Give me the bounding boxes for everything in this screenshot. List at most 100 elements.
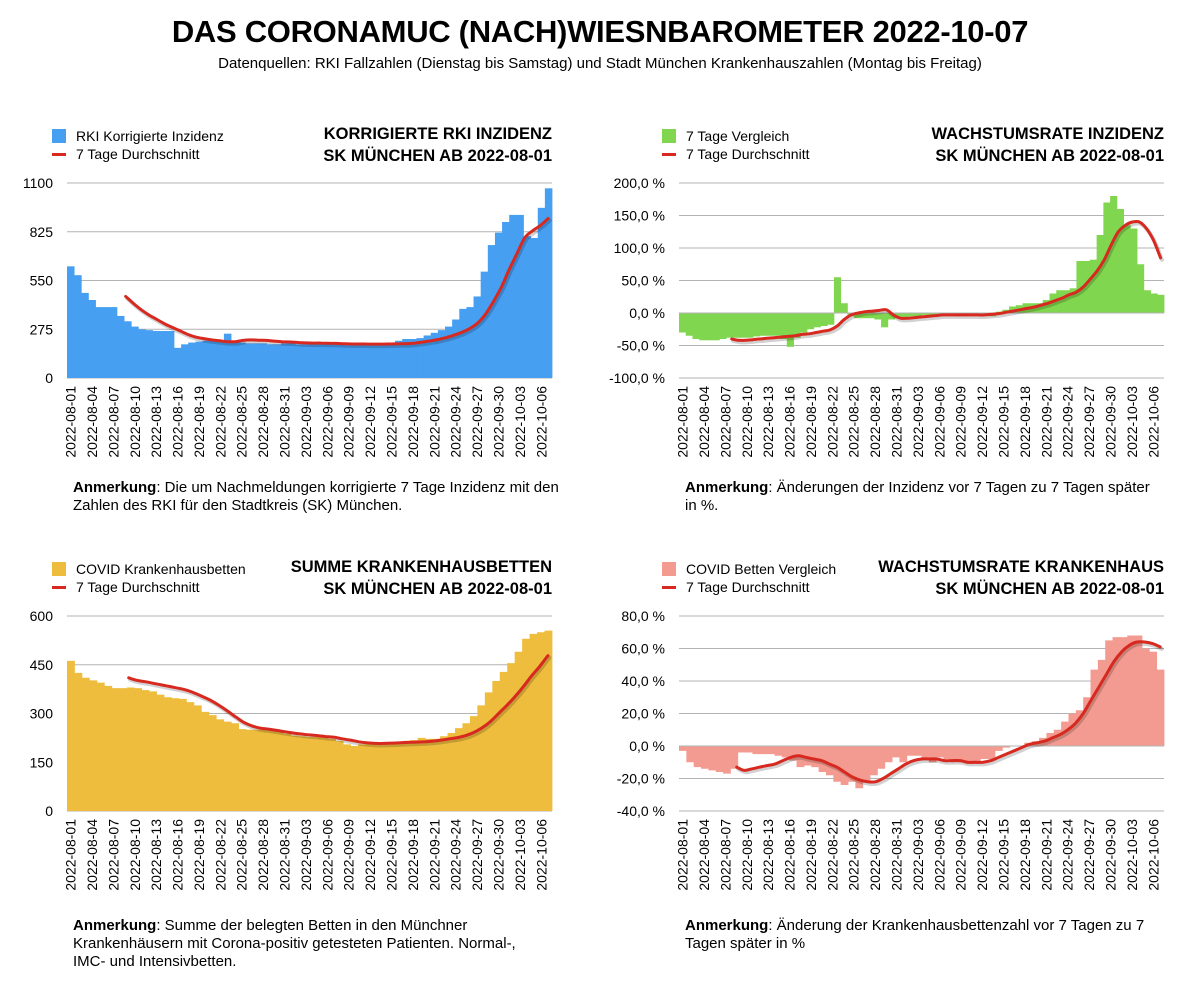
x-tick-label: 2022-08-31 bbox=[277, 819, 293, 891]
bar bbox=[253, 729, 262, 811]
bar bbox=[719, 313, 727, 339]
bar bbox=[1110, 196, 1118, 313]
bar bbox=[1083, 697, 1091, 746]
bar bbox=[701, 746, 709, 769]
x-tick-label: 2022-08-10 bbox=[739, 819, 755, 891]
x-tick-label: 2022-08-31 bbox=[889, 386, 905, 458]
bar bbox=[487, 245, 496, 378]
x-tick-label: 2022-10-06 bbox=[533, 819, 549, 891]
bar bbox=[425, 738, 434, 811]
bar bbox=[81, 677, 90, 811]
x-tick-label: 2022-09-27 bbox=[469, 386, 485, 458]
bar bbox=[365, 743, 374, 811]
bar bbox=[994, 746, 1003, 751]
bar bbox=[887, 313, 895, 320]
x-tick-label: 2022-09-30 bbox=[491, 386, 507, 458]
chart-note: Anmerkung: Änderung der Krankenhausbette… bbox=[685, 917, 1165, 953]
bar bbox=[774, 746, 783, 756]
y-tick-label: 825 bbox=[30, 224, 54, 240]
bar bbox=[737, 746, 746, 753]
y-tick-label: -20,0 % bbox=[617, 771, 665, 787]
bar bbox=[372, 742, 381, 811]
bar bbox=[507, 663, 516, 812]
note-text: : Summe der belegten Betten in den Münch… bbox=[73, 917, 516, 970]
y-tick-label: 1100 bbox=[23, 175, 53, 191]
chart-note: Anmerkung: Summe der belegten Betten in … bbox=[73, 917, 523, 971]
bar bbox=[1134, 635, 1143, 746]
legend: COVID Krankenhausbetten 7 Tage Durchschn… bbox=[52, 560, 246, 596]
x-tick-label: 2022-08-13 bbox=[148, 819, 164, 891]
bar bbox=[679, 746, 687, 751]
bar bbox=[502, 222, 510, 378]
x-tick-label: 2022-08-07 bbox=[717, 386, 733, 458]
bar bbox=[275, 730, 284, 811]
bar bbox=[455, 728, 463, 812]
x-tick-label: 2022-08-04 bbox=[84, 386, 100, 458]
y-tick-label: 200,0 % bbox=[614, 175, 665, 191]
bar bbox=[739, 313, 747, 338]
y-tick-label: 0,0 % bbox=[629, 738, 665, 754]
x-tick-label: 2022-09-27 bbox=[1081, 386, 1097, 458]
bar bbox=[870, 746, 878, 776]
bar bbox=[1103, 202, 1111, 313]
x-tick-label: 2022-10-06 bbox=[1145, 386, 1161, 458]
x-tick-label: 2022-09-12 bbox=[974, 386, 990, 458]
bar bbox=[223, 721, 232, 812]
bar bbox=[387, 742, 396, 811]
x-tick-label: 2022-09-21 bbox=[426, 386, 442, 458]
bar bbox=[473, 296, 482, 378]
legend-bar-swatch bbox=[662, 129, 676, 143]
bar bbox=[338, 344, 346, 378]
bar bbox=[848, 746, 856, 782]
bar bbox=[430, 332, 439, 378]
y-tick-label: 50,0 % bbox=[621, 273, 665, 289]
chart-panel-rki-inzidenz: RKI Korrigierte Inzidenz 7 Tage Durchsch… bbox=[0, 115, 600, 545]
bar bbox=[811, 746, 820, 768]
bar bbox=[921, 746, 930, 759]
bar bbox=[1157, 294, 1165, 313]
bar bbox=[116, 315, 125, 378]
x-tick-label: 2022-09-15 bbox=[384, 386, 400, 458]
x-tick-label: 2022-09-24 bbox=[1060, 819, 1076, 891]
bar bbox=[238, 342, 246, 378]
x-tick-label: 2022-09-30 bbox=[1103, 819, 1119, 891]
x-tick-label: 2022-09-24 bbox=[448, 819, 464, 891]
bar bbox=[119, 688, 128, 811]
bar bbox=[1105, 640, 1113, 747]
bar bbox=[950, 746, 959, 763]
bar bbox=[452, 319, 460, 378]
chart-note: Anmerkung: Änderungen der Inzidenz vor 7… bbox=[685, 479, 1165, 515]
bar bbox=[302, 344, 310, 378]
chart-wachstumsrate-inzidenz: -100,0 % -50,0 % 0,0 % 50,0 % 100,0 % 150,0 %… bbox=[609, 175, 1165, 458]
bar bbox=[509, 214, 517, 378]
bar bbox=[980, 746, 989, 759]
x-tick-label: 2022-08-22 bbox=[824, 386, 840, 458]
bar bbox=[290, 735, 299, 811]
series-line-shadow bbox=[736, 641, 1164, 787]
x-tick-label: 2022-08-13 bbox=[760, 819, 776, 891]
legend-line-swatch bbox=[662, 585, 676, 589]
legend-line-label: 7 Tage Durchschnitt bbox=[686, 579, 810, 595]
bar bbox=[877, 746, 886, 769]
bar bbox=[892, 746, 900, 758]
bar bbox=[781, 746, 790, 758]
x-tick-label: 2022-09-18 bbox=[405, 386, 421, 458]
x-tick-label: 2022-08-19 bbox=[191, 819, 207, 891]
bar bbox=[1137, 264, 1145, 313]
bar bbox=[712, 313, 720, 341]
bar bbox=[906, 746, 915, 756]
x-tick-label: 2022-09-15 bbox=[996, 819, 1012, 891]
bar bbox=[159, 331, 168, 378]
x-tick-label: 2022-08-07 bbox=[105, 819, 121, 891]
x-tick-label: 2022-09-30 bbox=[491, 819, 507, 891]
x-tick-label: 2022-08-07 bbox=[105, 386, 121, 458]
bar bbox=[1083, 261, 1091, 313]
x-tick-label: 2022-08-01 bbox=[63, 386, 79, 458]
bar bbox=[171, 698, 180, 811]
x-tick-label: 2022-09-15 bbox=[384, 819, 400, 891]
x-tick-label: 2022-10-06 bbox=[1145, 819, 1161, 891]
page-subtitle: Datenquellen: RKI Fallzahlen (Dienstag b… bbox=[218, 55, 982, 72]
bar bbox=[884, 746, 893, 763]
x-tick-label: 2022-08-25 bbox=[234, 386, 250, 458]
x-tick-label: 2022-08-07 bbox=[717, 819, 733, 891]
